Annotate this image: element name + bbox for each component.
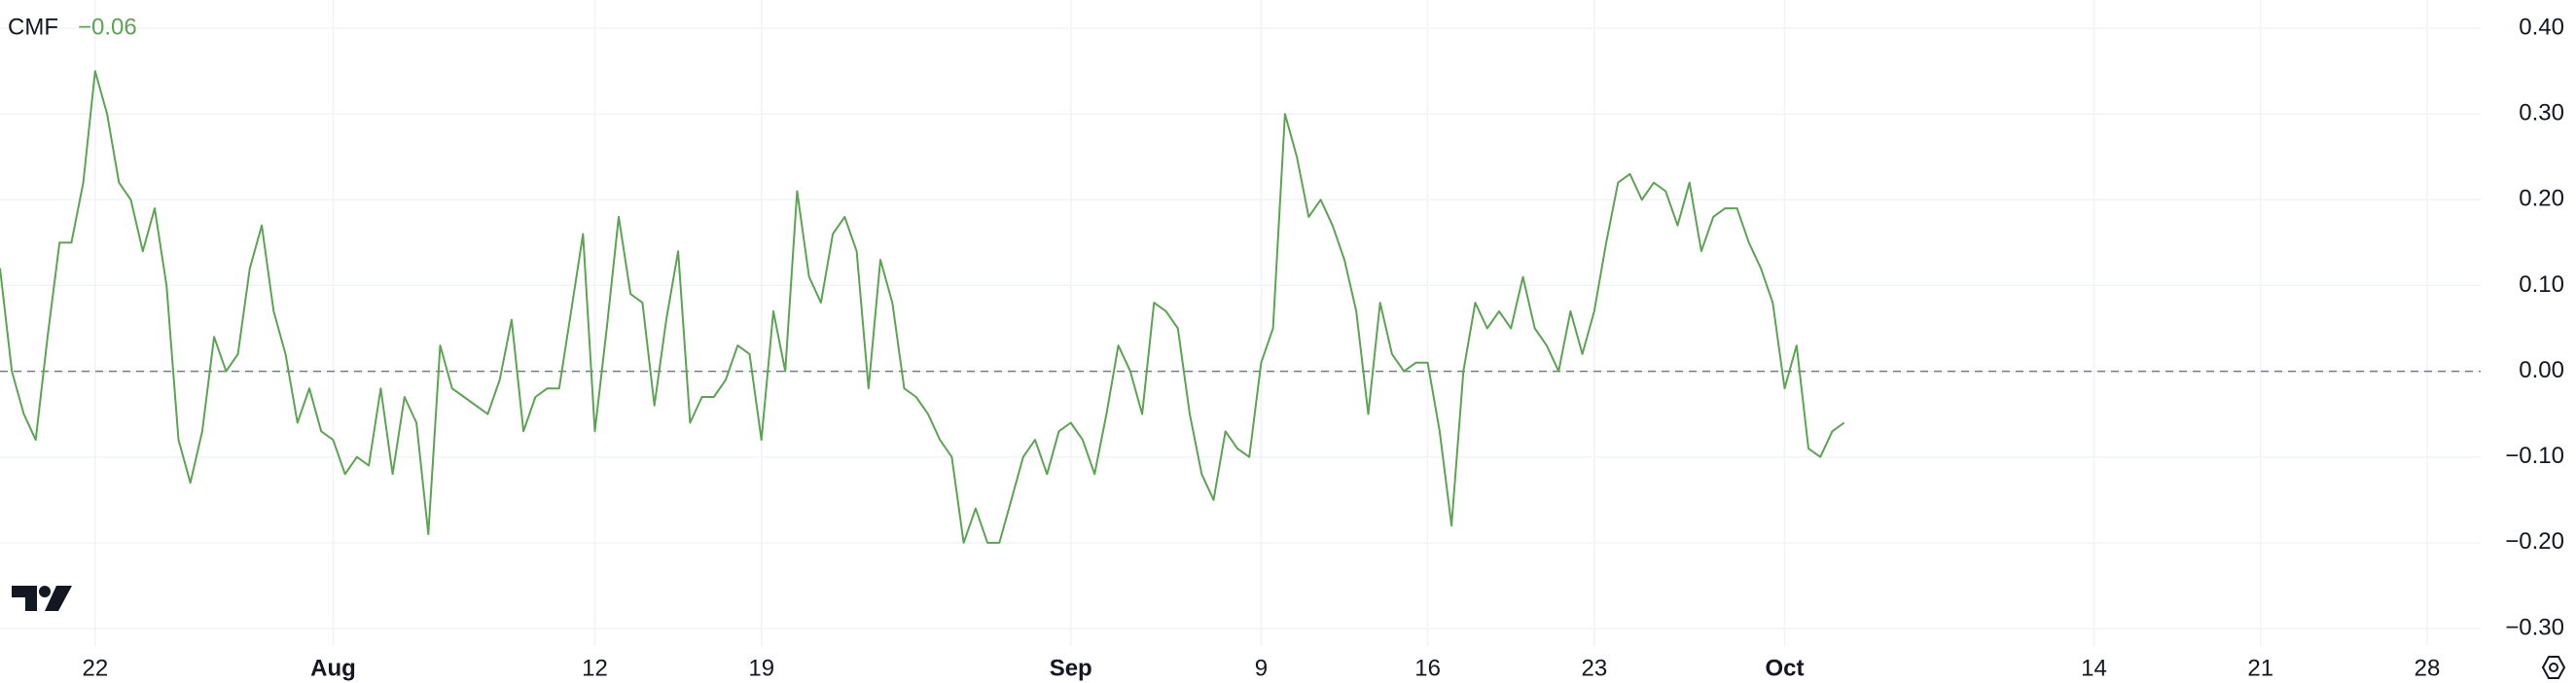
y-tick-label: −0.30 — [2505, 614, 2564, 640]
x-tick-label: 14 — [2081, 655, 2107, 681]
x-tick-label: 23 — [1581, 655, 1607, 681]
x-tick-label: 28 — [2415, 655, 2441, 681]
tradingview-logo — [12, 586, 72, 611]
x-tick-label: 22 — [82, 655, 108, 681]
x-tick-label: 12 — [582, 655, 608, 681]
y-tick-label: 0.10 — [2519, 271, 2564, 298]
x-tick-label: 16 — [1414, 655, 1441, 681]
x-tick-label: 21 — [2247, 655, 2273, 681]
x-tick-label: Oct — [1766, 655, 1805, 681]
x-tick-label: Sep — [1050, 655, 1092, 681]
x-tick-label: 9 — [1255, 655, 1268, 681]
y-tick-label: 0.00 — [2519, 357, 2564, 383]
x-tick-label: 19 — [748, 655, 774, 681]
y-tick-label: 0.30 — [2519, 99, 2564, 126]
indicator-name: CMF — [8, 14, 58, 40]
y-tick-label: −0.20 — [2505, 528, 2564, 555]
y-tick-label: 0.20 — [2519, 186, 2564, 212]
settings-icon[interactable] — [2541, 656, 2566, 679]
x-tick-label: Aug — [310, 655, 356, 681]
indicator-value: −0.06 — [78, 14, 137, 40]
y-tick-label: 0.40 — [2519, 14, 2564, 40]
cmf-line — [0, 70, 1845, 544]
y-tick-label: −0.10 — [2505, 443, 2564, 469]
